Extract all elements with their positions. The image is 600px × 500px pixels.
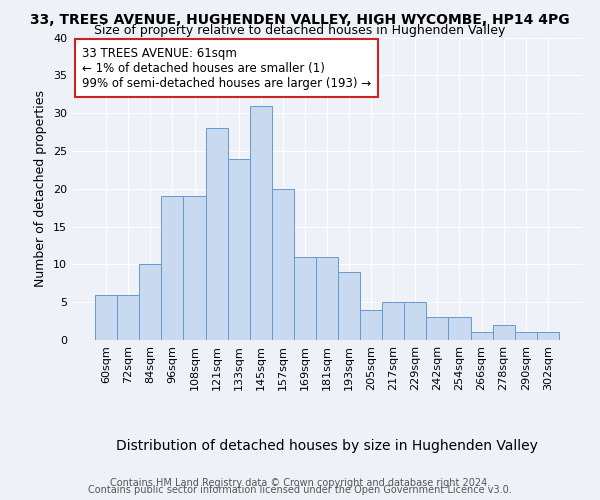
Bar xyxy=(139,264,161,340)
Bar xyxy=(360,310,382,340)
Bar xyxy=(515,332,537,340)
Bar xyxy=(338,272,360,340)
Bar xyxy=(470,332,493,340)
Bar xyxy=(537,332,559,340)
Bar xyxy=(117,294,139,340)
Bar xyxy=(316,257,338,340)
Bar xyxy=(95,294,117,340)
Bar xyxy=(161,196,184,340)
Text: 33 TREES AVENUE: 61sqm
← 1% of detached houses are smaller (1)
99% of semi-detac: 33 TREES AVENUE: 61sqm ← 1% of detached … xyxy=(82,46,371,90)
Bar xyxy=(493,325,515,340)
Bar xyxy=(294,257,316,340)
Bar xyxy=(272,188,294,340)
Bar xyxy=(206,128,227,340)
Bar xyxy=(427,318,448,340)
Y-axis label: Number of detached properties: Number of detached properties xyxy=(34,90,47,287)
Bar xyxy=(227,158,250,340)
Bar xyxy=(448,318,470,340)
Text: Contains HM Land Registry data © Crown copyright and database right 2024.: Contains HM Land Registry data © Crown c… xyxy=(110,478,490,488)
X-axis label: Distribution of detached houses by size in Hughenden Valley: Distribution of detached houses by size … xyxy=(116,438,538,452)
Text: Size of property relative to detached houses in Hughenden Valley: Size of property relative to detached ho… xyxy=(94,24,506,37)
Text: 33, TREES AVENUE, HUGHENDEN VALLEY, HIGH WYCOMBE, HP14 4PG: 33, TREES AVENUE, HUGHENDEN VALLEY, HIGH… xyxy=(30,12,570,26)
Bar xyxy=(404,302,427,340)
Bar xyxy=(184,196,206,340)
Bar xyxy=(250,106,272,340)
Bar xyxy=(382,302,404,340)
Text: Contains public sector information licensed under the Open Government Licence v3: Contains public sector information licen… xyxy=(88,485,512,495)
